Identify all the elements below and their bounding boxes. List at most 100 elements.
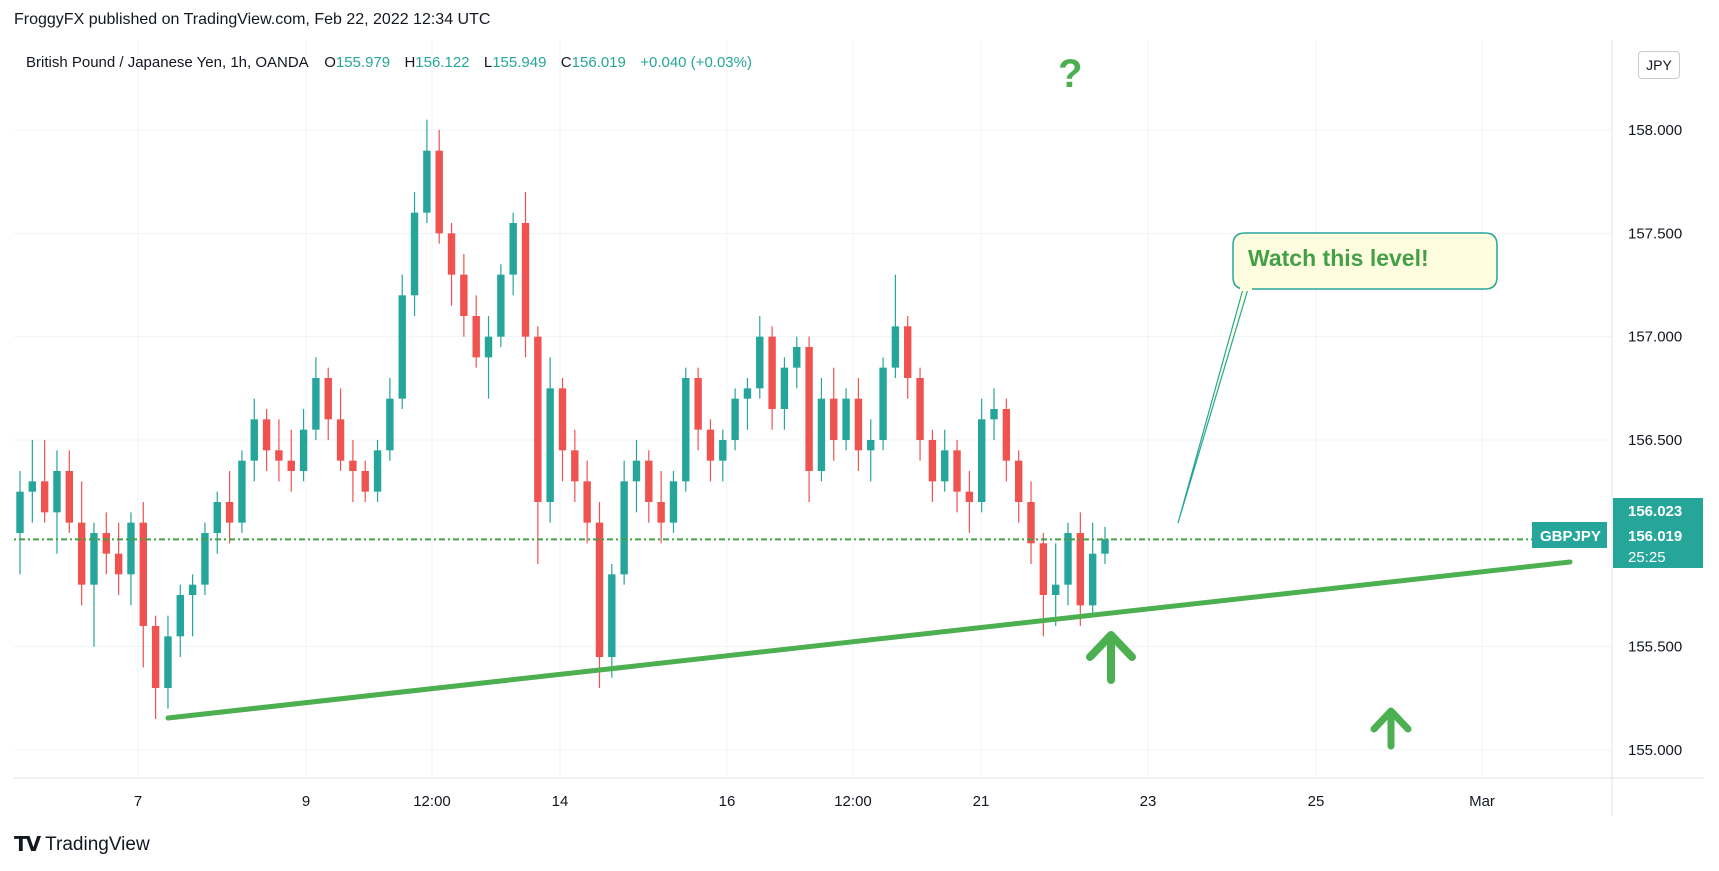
candle-down: [275, 450, 283, 461]
candle-down: [534, 336, 542, 502]
support-trendline[interactable]: [165, 559, 1573, 721]
open-key: O: [324, 54, 336, 71]
candle-up: [299, 429, 308, 471]
candle-down: [225, 502, 234, 523]
upper-price-badge: [1613, 498, 1703, 522]
candle-up: [410, 212, 419, 296]
time-tick-label: 16: [719, 793, 736, 810]
candle-down: [1027, 502, 1035, 544]
candle-up: [386, 398, 394, 451]
close-value: 156.019: [571, 54, 626, 71]
candle-up: [1051, 584, 1060, 595]
candle-down: [1039, 543, 1048, 595]
time-tick-label: 7: [134, 793, 142, 810]
candle-up: [990, 409, 998, 420]
candle-down: [706, 429, 715, 461]
candle-down: [262, 419, 271, 451]
candle-down: [435, 150, 443, 234]
price-tick-label: 156.500: [1628, 432, 1682, 449]
candle-down: [521, 223, 530, 337]
symbol-badge: [1532, 522, 1607, 548]
candle-down: [953, 450, 961, 492]
candle-up: [817, 398, 826, 471]
price-tick-label: 158.000: [1628, 122, 1682, 139]
candle-down: [928, 440, 937, 482]
candle-up: [53, 471, 61, 513]
candle-down: [114, 553, 123, 575]
candle-down: [102, 533, 111, 554]
candle-down: [139, 522, 147, 626]
candle-down: [657, 502, 665, 523]
candle-up: [891, 326, 900, 368]
candle-down: [77, 522, 86, 585]
candle-down: [571, 450, 579, 482]
candle-up: [176, 595, 184, 637]
low-value: 155.949: [492, 54, 547, 71]
candle-up: [373, 450, 382, 492]
candle-down: [151, 626, 160, 688]
candle-down: [768, 336, 776, 409]
candle-up: [127, 522, 135, 575]
candle-up: [213, 502, 221, 533]
candle-down: [1076, 533, 1085, 606]
high-value: 156.122: [415, 54, 470, 71]
price-axis[interactable]: 158.000 157.500 157.000 156.500 155.500 155.0…: [1628, 122, 1682, 759]
time-tick-label: 23: [1140, 793, 1157, 810]
candle-up: [16, 491, 24, 533]
tradingview-logo-icon: 𝗧𝗩: [14, 834, 41, 856]
question-mark-annotation[interactable]: ?: [1058, 52, 1083, 96]
callout-bubble[interactable]: [1232, 232, 1498, 290]
symbol-description[interactable]: British Pound / Japanese Yen, 1h, OANDA: [26, 54, 308, 71]
candle-up: [682, 378, 690, 482]
candle-up: [620, 481, 628, 575]
candlestick-series: [16, 119, 1109, 719]
candle-down: [854, 398, 863, 451]
candle-up: [497, 274, 505, 337]
candle-up: [201, 533, 209, 585]
candle-up: [842, 398, 850, 440]
candle-up: [719, 440, 727, 461]
candle-up: [978, 419, 986, 502]
candle-up: [1101, 539, 1109, 554]
candle-down: [583, 481, 591, 523]
currency-button[interactable]: JPY: [1638, 51, 1680, 79]
candle-up: [238, 460, 246, 523]
candle-up: [608, 574, 616, 657]
open-value: 155.979: [335, 54, 391, 71]
upper-price-badge-text: 156.023: [1628, 503, 1682, 520]
candle-up: [398, 295, 406, 399]
time-tick-label: 12:00: [413, 793, 451, 810]
candle-down: [904, 326, 912, 378]
candle-down: [916, 378, 924, 440]
symbol-badge-text: GBPJPY: [1540, 528, 1601, 545]
high-key: H: [404, 54, 416, 71]
candle-down: [472, 316, 480, 358]
time-axis[interactable]: 7 9 12:00 14 16 12:00 21 23 25 Mar: [134, 793, 1495, 810]
candle-down: [324, 378, 332, 420]
candle-up: [90, 533, 98, 585]
tradingview-logo[interactable]: 𝗧𝗩 TradingView: [14, 832, 150, 857]
time-tick-label: 14: [552, 793, 569, 810]
candle-up: [28, 481, 37, 492]
callout-text[interactable]: Watch this level!: [1248, 245, 1429, 271]
time-tick-label: 21: [973, 793, 990, 810]
candle-down: [805, 347, 813, 471]
candle-down: [460, 274, 468, 316]
symbol-legend: British Pound / Japanese Yen, 1h, OANDA …: [26, 54, 752, 71]
time-tick-label: 25: [1308, 793, 1325, 810]
candle-up: [669, 481, 678, 523]
candle-up: [743, 388, 752, 399]
candle-up: [250, 419, 258, 461]
up-arrow-icon: [1086, 631, 1136, 684]
candle-up: [780, 367, 789, 409]
candle-down: [1002, 409, 1011, 461]
candle-down: [645, 460, 653, 502]
up-arrow-icon: [1370, 707, 1412, 750]
candle-down: [287, 460, 295, 471]
candle-up: [423, 150, 431, 213]
candle-up: [879, 367, 887, 440]
candle-down: [40, 481, 49, 513]
candle-down: [965, 491, 974, 502]
last-price-text: 156.019: [1628, 528, 1682, 545]
